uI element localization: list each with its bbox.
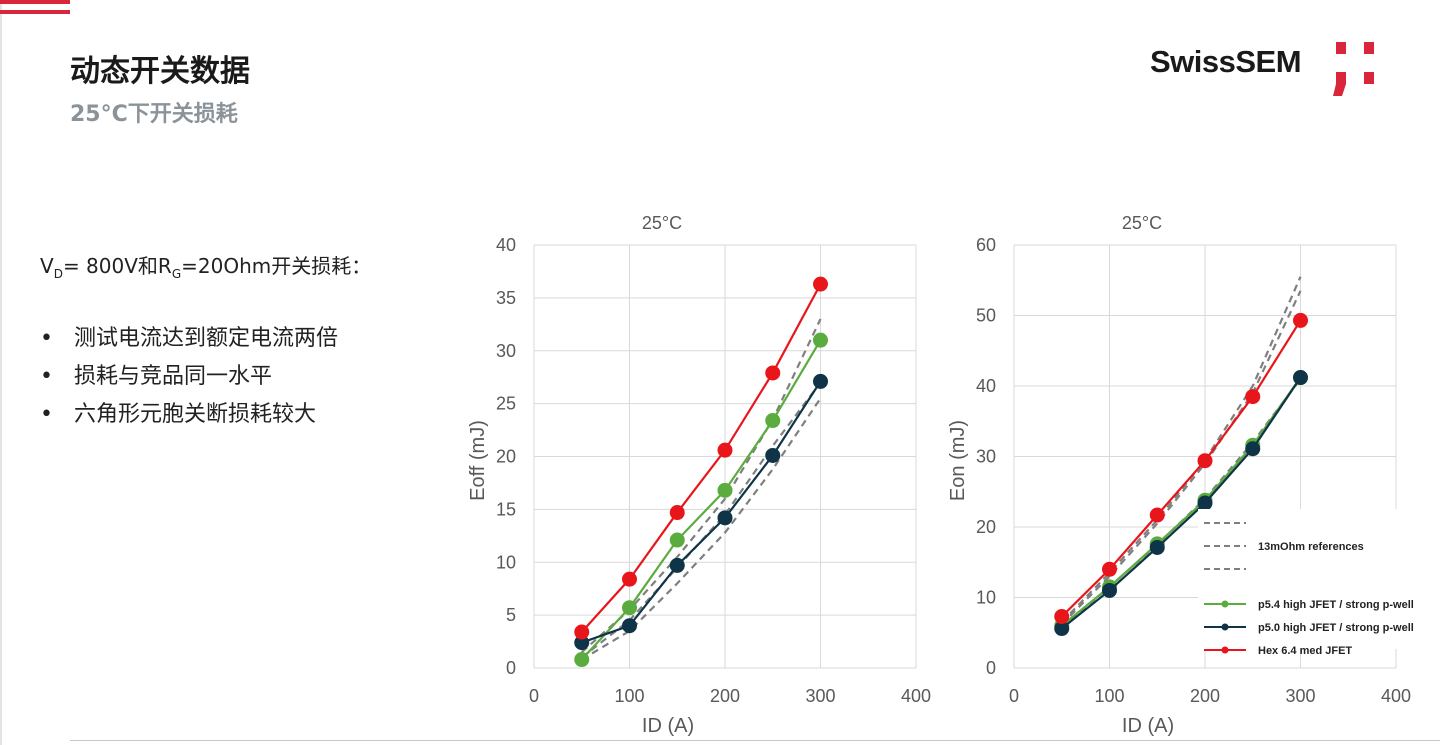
data-point	[574, 624, 590, 640]
series-line	[1061, 376, 1302, 627]
y-tick-label: 10	[496, 552, 516, 572]
y-tick-label: 10	[976, 588, 996, 608]
data-point	[1245, 389, 1261, 405]
y-tick-label: 25	[496, 394, 516, 414]
data-point	[765, 365, 781, 381]
series-line	[580, 339, 822, 661]
page-title: 动态开关数据	[70, 54, 250, 89]
x-tick-label: 200	[1190, 686, 1220, 706]
eoff-chart: 25°C 0 100 200 300 400 0 5 10 15 20 25 30 35 40 ID (A) E…	[467, 213, 931, 737]
y-tick-label: 30	[496, 341, 516, 361]
y-tick-label: 5	[506, 605, 516, 625]
y-tick-label: 50	[976, 306, 996, 326]
list-item: • 损耗与竞品同一水平	[40, 364, 273, 389]
chart-title: 25°C	[642, 213, 682, 233]
x-axis-label: ID (A)	[1122, 715, 1174, 737]
list-item: • 测试电流达到额定电流两倍	[40, 326, 339, 351]
legend-series-marker	[1221, 646, 1229, 654]
y-tick-label: 20	[496, 447, 516, 467]
swisssem-logo-icon	[1333, 42, 1374, 96]
reference-line	[581, 381, 822, 659]
legend-series-label: Hex 6.4 med JFET	[1258, 645, 1352, 657]
data-point	[1197, 495, 1213, 511]
bullet-list: • 测试电流达到额定电流两倍 • 损耗与竞品同一水平 • 六角形元胞关断损耗较大	[40, 320, 338, 434]
y-axis-label: Eon (mJ)	[947, 420, 969, 501]
chart-title: 25°C	[1122, 213, 1162, 233]
legend-box	[1198, 509, 1418, 649]
data-point	[1102, 561, 1117, 577]
y-tick-label: 40	[496, 235, 516, 255]
data-point	[622, 571, 637, 587]
x-tick-label: 0	[1009, 686, 1019, 706]
data-point	[717, 442, 733, 458]
data-point	[574, 635, 590, 651]
data-point	[1245, 441, 1261, 457]
legend-series-marker	[1221, 623, 1229, 631]
series-line	[581, 380, 822, 644]
data-point	[813, 332, 828, 348]
legend-series-marker	[1221, 600, 1229, 608]
x-tick-label: 300	[1285, 686, 1315, 706]
reference-line	[581, 397, 822, 661]
list-item: • 六角形元胞关断损耗较大	[40, 402, 317, 427]
y-tick-label: 35	[496, 288, 516, 308]
y-axis-label: Eoff (mJ)	[467, 420, 489, 501]
y-tick-label: 30	[976, 447, 996, 467]
y-tick-label: 0	[506, 658, 516, 678]
data-point	[717, 482, 733, 498]
x-tick-label: 200	[710, 686, 740, 706]
y-tick-label: 0	[986, 658, 996, 678]
data-point	[574, 652, 590, 668]
series-line	[1061, 376, 1302, 630]
y-tick-label: 40	[976, 376, 996, 396]
y-tick-label: 20	[976, 517, 996, 537]
footer-divider	[70, 740, 1440, 741]
slide-frame	[0, 0, 2, 745]
reference-line	[1060, 276, 1302, 623]
data-point	[1102, 582, 1117, 598]
data-point	[1149, 507, 1165, 523]
data-point	[717, 510, 733, 526]
legend-reference-label: 13mOhm references	[1258, 541, 1364, 553]
page-subtitle: 25°C下开关损耗	[70, 102, 238, 127]
data-point	[1054, 621, 1070, 637]
legend-series-label: p5.0 high JFET / strong p-well	[1258, 622, 1414, 634]
data-point	[765, 447, 781, 463]
data-point	[669, 557, 685, 573]
x-tick-label: 0	[529, 686, 539, 706]
y-tick-label: 60	[976, 235, 996, 255]
data-point	[813, 373, 828, 389]
brand-name: SwissSEM	[1150, 44, 1302, 79]
data-point	[813, 276, 828, 292]
x-tick-label: 100	[614, 686, 644, 706]
test-conditions: VD= 800V和RG=20Ohm开关损耗：	[40, 254, 372, 281]
data-point	[1293, 312, 1308, 328]
legend-series-label: p5.4 high JFET / strong p-well	[1258, 599, 1414, 611]
series-line	[580, 283, 822, 633]
data-point	[1293, 370, 1308, 386]
accent-bars	[0, 0, 70, 20]
data-point	[622, 600, 637, 616]
data-point	[622, 618, 637, 634]
data-point	[669, 532, 685, 548]
series-line	[1060, 319, 1302, 618]
data-point	[1054, 609, 1070, 625]
x-axis-label: ID (A)	[642, 715, 694, 737]
x-tick-label: 300	[805, 686, 835, 706]
eon-chart: 25°C 0 100 200 300 400 0 10 20 30 40 50 60 ID (A) Eon …	[947, 213, 1418, 737]
x-tick-label: 100	[1094, 686, 1124, 706]
data-point	[1197, 453, 1213, 469]
y-tick-label: 15	[496, 499, 516, 519]
data-point	[1149, 539, 1165, 555]
x-tick-label: 400	[901, 686, 931, 706]
reference-line	[581, 318, 822, 653]
data-point	[669, 505, 685, 521]
x-tick-label: 400	[1381, 686, 1411, 706]
data-point	[765, 413, 781, 429]
